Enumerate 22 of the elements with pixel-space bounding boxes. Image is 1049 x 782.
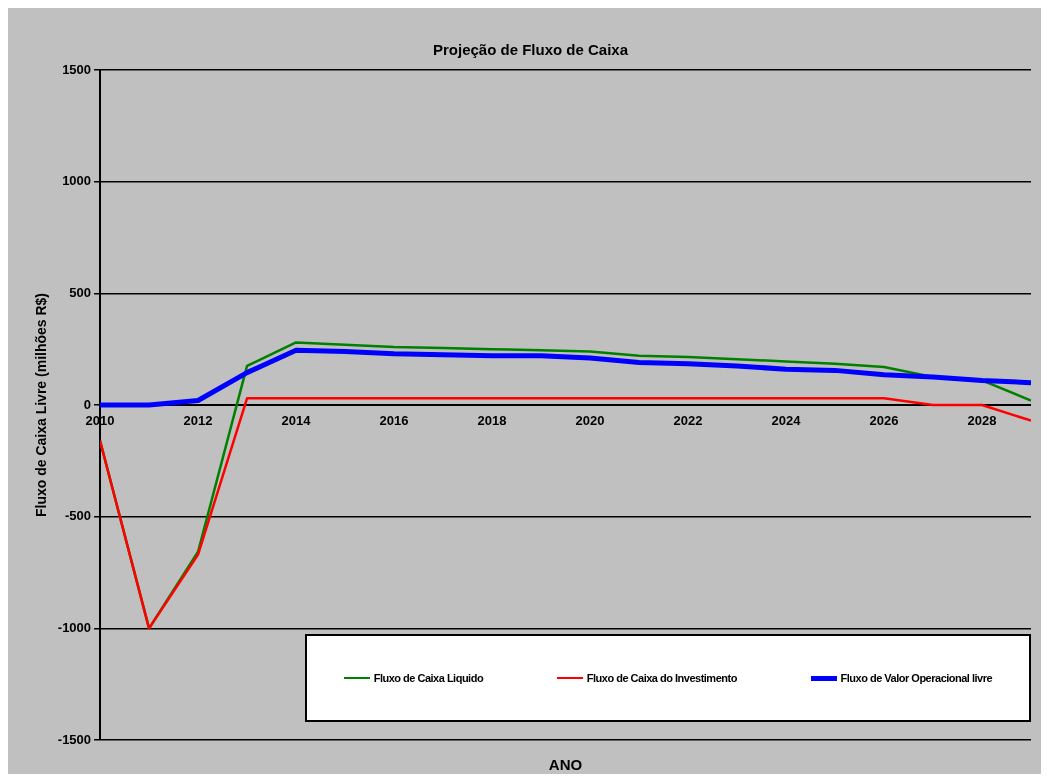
y-tick-label: 500 [69, 284, 92, 300]
x-tick-label: 2018 [477, 413, 507, 429]
x-tick-label: 2020 [575, 413, 605, 429]
chart-title: Projeção de Fluxo de Caixa [432, 41, 629, 59]
legend-label: Fluxo de Caixa do Investimento [586, 672, 737, 684]
y-tick-label: 0 [83, 396, 92, 412]
x-tick-label: 2024 [771, 413, 802, 429]
x-tick-label: 2016 [379, 413, 409, 429]
y-tick-label: -500 [65, 508, 92, 524]
y-tick-label: -1000 [57, 619, 92, 635]
x-tick-label: 2028 [967, 413, 997, 429]
y-tick-label: 1000 [62, 173, 92, 189]
x-tick-label: 2014 [281, 413, 312, 429]
y-axis-title: Fluxo de Caixa Livre (milhões R$) [33, 292, 50, 518]
y-tick-label: -1500 [57, 731, 92, 747]
x-axis-title: ANO [548, 756, 583, 774]
legend-label: Fluxo de Caixa Liquido [373, 672, 484, 684]
x-tick-label: 2022 [673, 413, 703, 429]
x-tick-label: 2012 [183, 413, 213, 429]
x-tick-label: 2026 [869, 413, 899, 429]
legend-label: Fluxo de Valor Operacional livre [840, 672, 993, 684]
y-tick-label: 1500 [62, 61, 92, 77]
